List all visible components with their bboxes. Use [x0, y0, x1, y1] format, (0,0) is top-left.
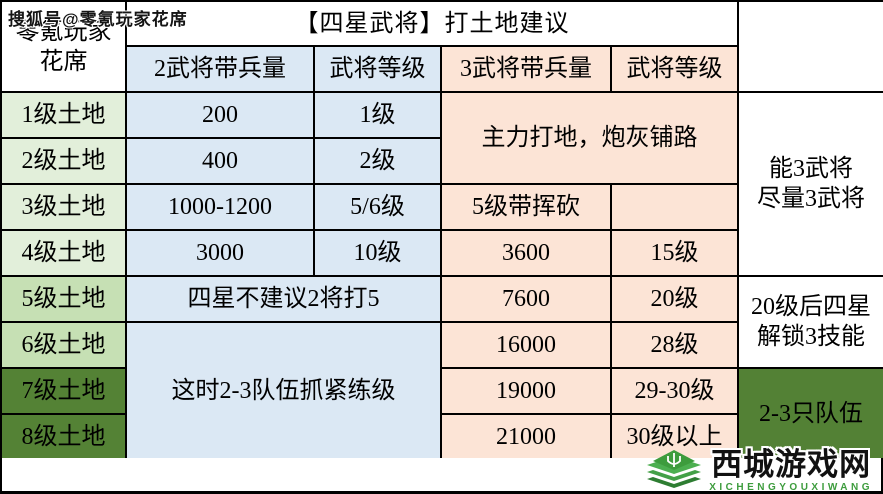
author-cell: 零氪玩家 花席	[0, 0, 127, 93]
three-troops-r4: 3600	[440, 229, 612, 277]
land-label-8: 8级土地	[0, 413, 127, 461]
three-level-r4: 15级	[610, 229, 739, 277]
side-note-line2: 解锁3技能	[757, 324, 865, 350]
bottom-margin-strip	[0, 458, 883, 494]
watermark-xicheng: 西城游戏网 XICHENGYOUXIWANG	[643, 448, 873, 494]
author-line1: 零氪玩家	[15, 18, 112, 45]
two-level-r4: 10级	[313, 229, 442, 277]
three-note-r1-r2: 主力打地，炮灰铺路	[440, 91, 739, 185]
land-label-1: 1级土地	[0, 91, 127, 139]
header-three-level: 武将等级	[610, 45, 739, 93]
header-two-level: 武将等级	[313, 45, 442, 93]
two-level-r3: 5/6级	[313, 183, 442, 231]
three-troops-r6: 16000	[440, 321, 612, 369]
three-level-r3	[610, 183, 739, 231]
three-troops-r5: 7600	[440, 275, 612, 323]
three-troops-r7: 19000	[440, 367, 612, 415]
two-level-r2: 2级	[313, 137, 442, 185]
two-troops-r3: 1000-1200	[125, 183, 315, 231]
two-troops-r2: 400	[125, 137, 315, 185]
land-label-5: 5级土地	[0, 275, 127, 323]
side-note-line1: 能3武将	[769, 156, 853, 182]
xicheng-logo-icon	[647, 450, 702, 488]
three-level-r6: 28级	[610, 321, 739, 369]
table-title: 【四星武将】打土地建议	[125, 0, 739, 47]
xicheng-logo-text: 西城游戏网 XICHENGYOUXIWANG	[709, 449, 873, 494]
land-advice-table: 零氪玩家 花席 【四星武将】打土地建议 2武将带兵量 武将等级 3武将带兵量 武…	[0, 0, 883, 461]
xicheng-site-name: 西城游戏网	[711, 447, 872, 482]
two-troops-r4: 3000	[125, 229, 315, 277]
side-note-rows7-8: 2-3只队伍	[737, 367, 883, 461]
header-two-troops: 2武将带兵量	[125, 45, 315, 93]
land-label-2: 2级土地	[0, 137, 127, 185]
three-troops-r8: 21000	[440, 413, 612, 461]
author-line2: 花席	[39, 48, 88, 75]
land-label-3: 3级土地	[0, 183, 127, 231]
side-note-line1: 20级后四星	[751, 294, 871, 320]
land-label-4: 4级土地	[0, 229, 127, 277]
xicheng-site-pinyin: XICHENGYOUXIWANG	[709, 482, 873, 493]
side-note-rows1-4: 能3武将 尽量3武将	[737, 91, 883, 277]
two-level-r1: 1级	[313, 91, 442, 139]
header-three-troops: 3武将带兵量	[440, 45, 612, 93]
side-note-line2: 尽量3武将	[757, 186, 865, 212]
two-troops-r1: 200	[125, 91, 315, 139]
side-empty-cell	[737, 0, 883, 93]
land-label-6: 6级土地	[0, 321, 127, 369]
side-note-rows5-6: 20级后四星 解锁3技能	[737, 275, 883, 369]
three-troops-r3: 5级带挥砍	[440, 183, 612, 231]
land-label-7: 7级土地	[0, 367, 127, 415]
three-level-r7: 29-30级	[610, 367, 739, 415]
three-level-r5: 20级	[610, 275, 739, 323]
two-note-r5: 四星不建议2将打5	[125, 275, 442, 323]
two-note-r6-r8: 这时2-3队伍抓紧练级	[125, 321, 442, 461]
